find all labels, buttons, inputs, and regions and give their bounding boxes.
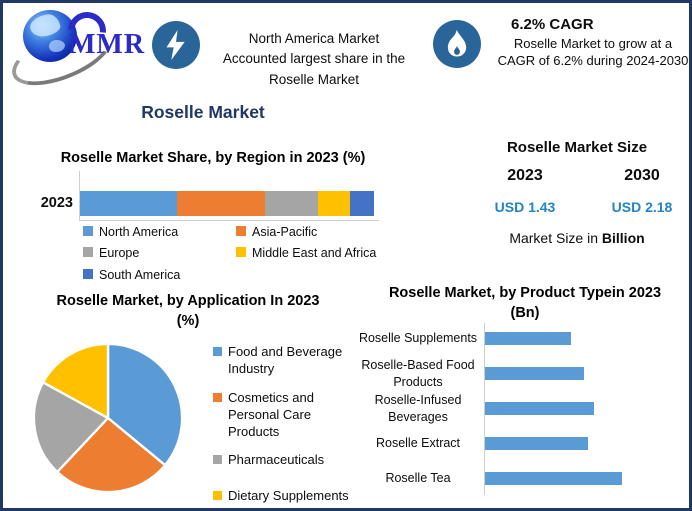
region-bar-segment-middle-east-and-africa: [318, 191, 351, 216]
legend-marker-icon: [83, 226, 93, 236]
pie-slice-pharmaceuticals: [32, 381, 110, 474]
application-legend-item-cosmetics-and-personal-care-products: Cosmetics and Personal Care Products: [213, 390, 365, 441]
product-bar-roselle-supplements: [485, 332, 571, 345]
legend-label: Dietary Supplements: [228, 488, 349, 504]
region-bar-segment-north-america: [80, 191, 178, 216]
page-title: Roselle Market: [141, 102, 265, 122]
legend-marker-icon: [213, 491, 222, 501]
product-bar-roselle-infused-beverages: [485, 402, 594, 415]
product-chart-title-line1: Roselle Market, by Product Typein 2023: [388, 285, 662, 301]
region-category-label: 2023: [40, 195, 73, 211]
product-chart-title: Roselle Market, by Product Typein 2023 (…: [359, 284, 689, 323]
region-bar-segment-europe: [265, 191, 319, 216]
legend-label: Asia-Pacific: [252, 225, 318, 239]
highlight-region-text: North America Market Accounted largest s…: [203, 29, 425, 90]
logo-wordmark: MMR: [69, 29, 146, 60]
legend-marker-icon: [213, 392, 222, 402]
legend-label: Pharmaceuticals: [228, 452, 325, 468]
product-row-roselle-extract: Roselle Extract: [355, 426, 689, 461]
lightning-icon: [152, 21, 200, 69]
application-chart-title-line1: Roselle Market, by Application In 2023: [56, 293, 320, 309]
product-row-roselle-tea: Roselle Tea: [355, 461, 689, 496]
region-chart-title: Roselle Market Share, by Region in 2023 …: [60, 150, 366, 166]
market-size-title: Roselle Market Size: [506, 139, 648, 156]
region-stacked-bar: [80, 191, 374, 216]
product-category-label: Roselle-Based Food Products: [361, 358, 475, 389]
application-legend-item-pharmaceuticals: Pharmaceuticals: [213, 452, 365, 469]
pie-slice-cosmetics-and-personal-care-products: [56, 416, 167, 494]
legend-marker-icon: [83, 268, 93, 279]
product-y-axis-line: [484, 323, 485, 495]
application-legend: Food and Beverage Industry Cosmetics and …: [213, 344, 365, 505]
region-legend-item-south-america: South America: [83, 267, 236, 283]
flame-icon: [433, 20, 481, 68]
legend-label: Food and Beverage Industry: [228, 344, 343, 376]
cagr-description: Roselle Market to grow at a CAGR of 6.2%…: [497, 36, 689, 68]
market-size-note-unit: Billion: [601, 230, 645, 246]
market-size-value-end: USD 2.18: [611, 199, 673, 215]
legend-marker-icon: [236, 247, 246, 258]
highlight-region-line1: North America Market: [248, 31, 380, 46]
product-category-label: Roselle Supplements: [358, 331, 478, 346]
region-x-axis-line: [79, 220, 379, 221]
region-bar-segment-asia-pacific: [177, 191, 266, 216]
region-legend-item-europe: Europe: [83, 245, 236, 261]
highlight-region-line3: Roselle Market: [268, 71, 360, 87]
product-row-roselle-based-food-products: Roselle-Based Food Products: [355, 356, 689, 391]
application-legend-item-food-and-beverage-industry: Food and Beverage Industry: [213, 344, 365, 378]
flame-inner-cut: [454, 46, 460, 55]
highlight-cagr: 6.2% CAGR Roselle Market to grow at a CA…: [495, 16, 689, 69]
region-legend: North America Asia-Pacific Europe Middle Ea…: [83, 224, 418, 283]
region-legend-item-north-america: North America: [83, 224, 236, 240]
cagr-headline: 6.2% CAGR: [511, 16, 594, 33]
mmr-logo: MMR: [4, 4, 166, 98]
region-bar-segment-south-america: [350, 191, 374, 216]
legend-label: Cosmetics and Personal Care Products: [228, 389, 314, 439]
market-size-note-prefix: Market Size in: [509, 230, 602, 246]
product-category-label: Roselle Tea: [385, 471, 451, 486]
product-bar-roselle-tea: [485, 472, 622, 485]
product-bar-chart: Roselle Supplements Roselle-Based Food Pr…: [355, 321, 689, 496]
region-legend-item-asia-pacific: Asia-Pacific: [236, 224, 418, 240]
product-bar-roselle-based-food-products: [485, 367, 584, 380]
legend-marker-icon: [83, 247, 93, 258]
product-category-label: Roselle-Infused Beverages: [374, 393, 462, 424]
product-category-label: Roselle Extract: [375, 436, 461, 451]
application-chart-title-line2: (%): [176, 312, 200, 329]
region-y-axis-line: [79, 171, 80, 221]
product-row-roselle-supplements: Roselle Supplements: [355, 321, 689, 356]
market-size-year-start: 2023: [507, 167, 543, 184]
legend-label: Europe: [99, 246, 140, 261]
legend-marker-icon: [213, 347, 222, 356]
legend-label: South America: [99, 267, 181, 282]
product-row-roselle-infused-beverages: Roselle-Infused Beverages: [355, 391, 689, 426]
application-chart-title: Roselle Market, by Application In 2023 (…: [21, 292, 355, 331]
legend-label: Middle East and Africa: [252, 246, 377, 261]
region-legend-item-middle-east-and-africa: Middle East and Africa: [236, 245, 418, 261]
market-size-year-end: 2030: [624, 167, 660, 184]
highlight-region-line2: Accounted largest share in the: [222, 51, 406, 67]
globe-icon: [23, 10, 77, 62]
pie-slice-dietary-supplements: [41, 342, 110, 420]
pie-slice-food-and-beverage-industry: [106, 342, 184, 467]
application-pie-chart: [32, 342, 184, 494]
product-chart-title-line2: (Bn): [510, 304, 540, 321]
application-legend-item-dietary-supplements: Dietary Supplements: [213, 488, 365, 505]
legend-marker-icon: [213, 455, 222, 465]
legend-label: North America: [99, 225, 179, 239]
legend-marker-icon: [236, 226, 246, 236]
market-size-value-start: USD 1.43: [494, 199, 556, 215]
market-size-note: Market Size in Billion: [466, 230, 688, 246]
product-bar-roselle-extract: [485, 437, 588, 450]
